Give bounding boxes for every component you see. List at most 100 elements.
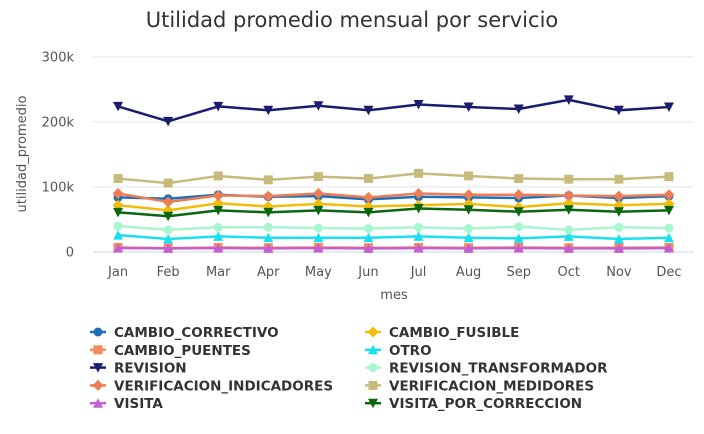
data-point[interactable] bbox=[363, 232, 374, 243]
data-point[interactable] bbox=[414, 168, 424, 178]
data-point[interactable] bbox=[163, 243, 174, 253]
data-point[interactable] bbox=[313, 223, 323, 233]
data-point[interactable] bbox=[163, 211, 174, 222]
data-point[interactable] bbox=[213, 243, 224, 253]
legend-item-revision[interactable]: REVISION bbox=[90, 361, 187, 377]
data-point[interactable] bbox=[312, 188, 324, 199]
legend-item-cambio-puentes[interactable]: CAMBIO_PUENTES bbox=[90, 343, 251, 359]
data-point[interactable] bbox=[113, 243, 124, 253]
data-point[interactable] bbox=[613, 105, 624, 116]
data-point[interactable] bbox=[113, 101, 124, 112]
data-point[interactable] bbox=[363, 224, 373, 234]
data-point[interactable] bbox=[113, 221, 123, 231]
data-point[interactable] bbox=[413, 188, 425, 199]
data-point[interactable] bbox=[213, 222, 223, 232]
y-tick-label: 300k bbox=[42, 51, 75, 66]
data-point[interactable] bbox=[163, 116, 174, 127]
data-point[interactable] bbox=[263, 222, 273, 232]
data-point[interactable] bbox=[313, 232, 324, 243]
data-point[interactable] bbox=[213, 205, 224, 216]
legend-item-cambio-correctivo[interactable]: CAMBIO_CORRECTIVO bbox=[90, 325, 279, 341]
data-point[interactable] bbox=[263, 207, 274, 218]
data-point[interactable] bbox=[463, 232, 474, 243]
data-point[interactable] bbox=[263, 175, 273, 185]
data-point[interactable] bbox=[263, 243, 274, 253]
data-point[interactable] bbox=[613, 234, 624, 244]
legend-item-visita[interactable]: VISITA bbox=[90, 396, 163, 412]
data-point[interactable] bbox=[263, 105, 274, 116]
data-point[interactable] bbox=[463, 102, 474, 113]
data-point[interactable] bbox=[163, 225, 173, 235]
data-point[interactable] bbox=[113, 174, 123, 184]
data-point[interactable] bbox=[563, 243, 574, 253]
data-point[interactable] bbox=[614, 222, 624, 232]
data-point[interactable] bbox=[363, 243, 374, 253]
data-point[interactable] bbox=[663, 232, 674, 243]
chart-title: Utilidad promedio mensual por servicio bbox=[146, 8, 559, 32]
data-point[interactable] bbox=[313, 205, 324, 216]
x-tick-label: Jan bbox=[107, 265, 128, 280]
data-point[interactable] bbox=[162, 196, 174, 208]
data-point[interactable] bbox=[613, 243, 624, 253]
data-point[interactable] bbox=[212, 189, 224, 201]
data-point[interactable] bbox=[313, 172, 323, 182]
data-point[interactable] bbox=[513, 104, 524, 115]
data-point[interactable] bbox=[513, 207, 524, 217]
data-point[interactable] bbox=[363, 105, 374, 116]
data-point[interactable] bbox=[663, 189, 675, 201]
series-layer bbox=[112, 95, 675, 253]
data-point[interactable] bbox=[513, 233, 524, 243]
legend-item-verificacion-indicadores[interactable]: VERIFICACION_INDICADORES bbox=[90, 378, 333, 394]
series-line bbox=[117, 224, 669, 232]
data-point[interactable] bbox=[413, 243, 424, 253]
data-point[interactable] bbox=[163, 234, 174, 244]
data-point[interactable] bbox=[464, 171, 474, 181]
data-point[interactable] bbox=[563, 95, 574, 105]
legend-item-otro[interactable]: OTRO bbox=[365, 343, 432, 359]
data-point[interactable] bbox=[563, 205, 574, 215]
data-point[interactable] bbox=[663, 102, 674, 113]
data-point[interactable] bbox=[213, 171, 223, 181]
data-point[interactable] bbox=[413, 99, 424, 110]
data-point[interactable] bbox=[564, 174, 574, 184]
data-point[interactable] bbox=[564, 225, 574, 235]
data-point[interactable] bbox=[163, 178, 173, 188]
data-point[interactable] bbox=[613, 190, 625, 202]
data-point[interactable] bbox=[213, 231, 224, 241]
data-point[interactable] bbox=[463, 205, 474, 215]
data-point[interactable] bbox=[513, 189, 525, 201]
data-point[interactable] bbox=[514, 174, 524, 184]
data-point[interactable] bbox=[262, 190, 274, 202]
legend-item-cambio-fusible[interactable]: CAMBIO_FUSIBLE bbox=[365, 325, 519, 341]
data-point[interactable] bbox=[213, 101, 224, 112]
data-point[interactable] bbox=[563, 231, 574, 241]
data-point[interactable] bbox=[463, 189, 475, 201]
data-point[interactable] bbox=[113, 230, 124, 240]
data-point[interactable] bbox=[463, 243, 474, 253]
legend-item-verificacion-medidores[interactable]: VERIFICACION_MEDIDORES bbox=[365, 378, 594, 394]
data-point[interactable] bbox=[263, 232, 274, 243]
data-point[interactable] bbox=[313, 243, 324, 253]
data-point[interactable] bbox=[363, 174, 373, 184]
data-point[interactable] bbox=[664, 172, 674, 182]
legend-item-visita-por-correccion[interactable]: VISITA_POR_CORRECCION bbox=[365, 396, 582, 412]
data-point[interactable] bbox=[563, 189, 575, 201]
data-point[interactable] bbox=[664, 223, 674, 233]
data-point[interactable] bbox=[663, 205, 674, 216]
data-point[interactable] bbox=[363, 207, 374, 218]
legend-item-revision-transformador[interactable]: REVISION_TRANSFORMADOR bbox=[365, 361, 608, 377]
x-tick-label: Jun bbox=[357, 265, 378, 280]
data-point[interactable] bbox=[663, 243, 674, 253]
data-point[interactable] bbox=[413, 231, 424, 241]
data-point[interactable] bbox=[113, 207, 124, 218]
data-point[interactable] bbox=[112, 188, 124, 199]
data-point[interactable] bbox=[414, 222, 424, 232]
data-point[interactable] bbox=[313, 101, 324, 111]
data-point[interactable] bbox=[413, 203, 424, 214]
data-point[interactable] bbox=[362, 191, 374, 203]
data-point[interactable] bbox=[514, 222, 524, 232]
data-point[interactable] bbox=[613, 207, 624, 217]
data-point[interactable] bbox=[614, 174, 624, 184]
data-point[interactable] bbox=[464, 224, 474, 234]
data-point[interactable] bbox=[513, 243, 524, 253]
